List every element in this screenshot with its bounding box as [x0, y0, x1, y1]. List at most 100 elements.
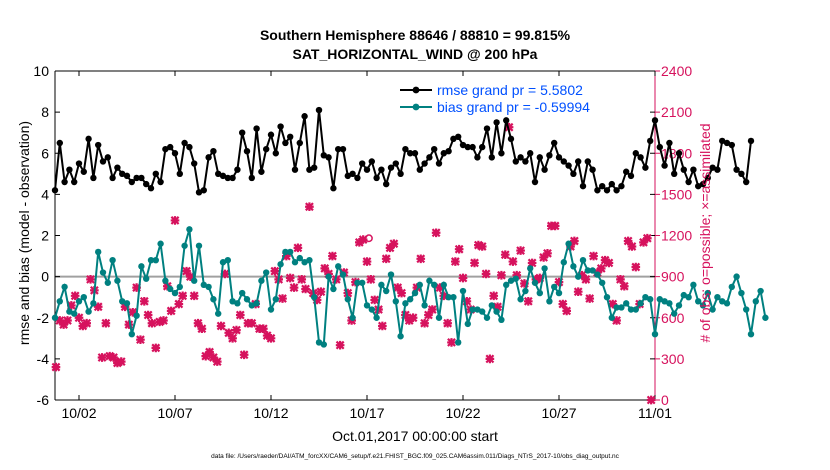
footnote: data file: /Users/raeder/DAI/ATM_forcXX/…	[211, 453, 619, 460]
obs-assimilated-marker	[258, 324, 268, 334]
bias-point	[551, 283, 558, 291]
obs-assimilated-marker	[132, 283, 141, 292]
x-tick-label: 10/07	[157, 405, 192, 421]
rmse-point	[320, 152, 327, 159]
bias-point	[709, 306, 716, 313]
bias-point	[431, 281, 438, 289]
obs-possible-marker	[364, 234, 373, 243]
bias-point	[704, 289, 711, 297]
bias-point	[723, 300, 731, 307]
bias-point	[656, 296, 663, 303]
rmse-point	[541, 166, 548, 173]
rmse-point	[613, 187, 620, 194]
rmse-point	[469, 143, 476, 151]
obs-assimilated-marker	[224, 328, 234, 338]
rmse-point	[551, 139, 558, 147]
rmse-point	[119, 170, 126, 178]
rmse-point	[594, 187, 601, 194]
obs-assimilated-marker	[143, 310, 153, 320]
rmse-point	[503, 117, 510, 124]
rmse-point	[263, 145, 270, 153]
obs-assimilated-marker	[147, 318, 157, 328]
bias-point	[171, 289, 179, 297]
obs-assimilated-marker	[162, 281, 172, 291]
bias-point	[263, 269, 270, 276]
bias-point	[671, 310, 678, 317]
bias-point	[541, 265, 548, 272]
bias-point	[623, 300, 630, 307]
rmse-point	[51, 187, 59, 194]
obs-assimilated-marker	[316, 287, 326, 297]
bias-point	[239, 289, 246, 297]
rmse-point	[507, 135, 515, 143]
bias-point	[479, 308, 486, 315]
y-left-tick-label: 10	[33, 63, 49, 79]
rmse-point	[666, 139, 673, 147]
bias-point	[330, 285, 337, 293]
bias-point	[627, 306, 635, 313]
obs-assimilated-marker	[389, 239, 399, 249]
bias-point	[440, 281, 447, 289]
legend-bias-swatch-marker	[412, 103, 420, 111]
rmse-point	[272, 150, 279, 157]
rmse-point	[431, 145, 438, 153]
y-left-tick-label: 4	[41, 186, 49, 202]
rmse-point	[565, 162, 572, 169]
bias-point	[469, 306, 476, 313]
bias-point	[258, 277, 265, 284]
rmse-point	[191, 160, 198, 167]
rmse-point	[325, 154, 332, 161]
bias-point	[455, 339, 462, 346]
obs-assimilated-marker	[497, 270, 506, 280]
obs-assimilated-marker	[312, 295, 322, 305]
obs-assimilated-marker	[619, 281, 629, 291]
obs-assimilated-marker	[527, 258, 537, 268]
y-axis-right-label: # of obs: o=possible; ×=assimilated	[697, 123, 713, 343]
obs-assimilated-marker	[577, 270, 587, 280]
obs-assimilated-marker	[116, 357, 126, 366]
rmse-point	[210, 147, 217, 155]
obs-assimilated-marker	[362, 257, 372, 266]
obs-assimilated-marker	[420, 318, 429, 328]
obs-assimilated-marker	[500, 250, 510, 260]
bias-point	[522, 287, 529, 295]
rmse-point	[728, 141, 735, 149]
bias-point	[435, 314, 443, 321]
obs-assimilated-marker	[585, 294, 595, 303]
x-axis-label: Oct.01,2017 00:00:00 start	[332, 428, 498, 444]
rmse-point	[349, 170, 356, 178]
rmse-point	[714, 166, 721, 173]
bias-point	[507, 277, 515, 284]
obs-assimilated-marker	[201, 351, 211, 361]
obs-assimilated-marker	[93, 302, 103, 312]
obs-assimilated-marker	[646, 395, 656, 405]
rmse-point	[258, 168, 265, 175]
rmse-point	[128, 178, 135, 186]
y-left-tick-label: 8	[41, 104, 49, 120]
bias-point	[66, 308, 73, 315]
bias-point	[162, 277, 169, 284]
obs-assimilated-marker	[412, 283, 422, 292]
bias-point	[325, 273, 332, 280]
rmse-point	[675, 150, 683, 157]
rmse-point	[224, 174, 231, 182]
obs-assimilated-marker	[124, 320, 134, 329]
rmse-point	[205, 154, 212, 161]
obs-assimilated-marker	[358, 235, 368, 244]
bias-point	[637, 300, 644, 307]
rmse-point	[306, 166, 313, 173]
rmse-point	[359, 160, 366, 167]
rmse-point	[459, 141, 467, 149]
bias-point	[90, 300, 97, 307]
obs-assimilated-marker	[470, 258, 479, 268]
rmse-point	[56, 139, 63, 147]
obs-assimilated-marker	[101, 318, 111, 328]
bias-point	[565, 240, 572, 247]
bias-point	[181, 242, 188, 249]
rmse-point	[445, 147, 452, 155]
y-left-tick-label: -6	[37, 392, 50, 408]
x-tick-label: 10/17	[349, 405, 384, 421]
obs-assimilated-marker	[523, 296, 533, 306]
rmse-point	[339, 145, 347, 153]
y-left-tick-label: 0	[41, 269, 49, 285]
